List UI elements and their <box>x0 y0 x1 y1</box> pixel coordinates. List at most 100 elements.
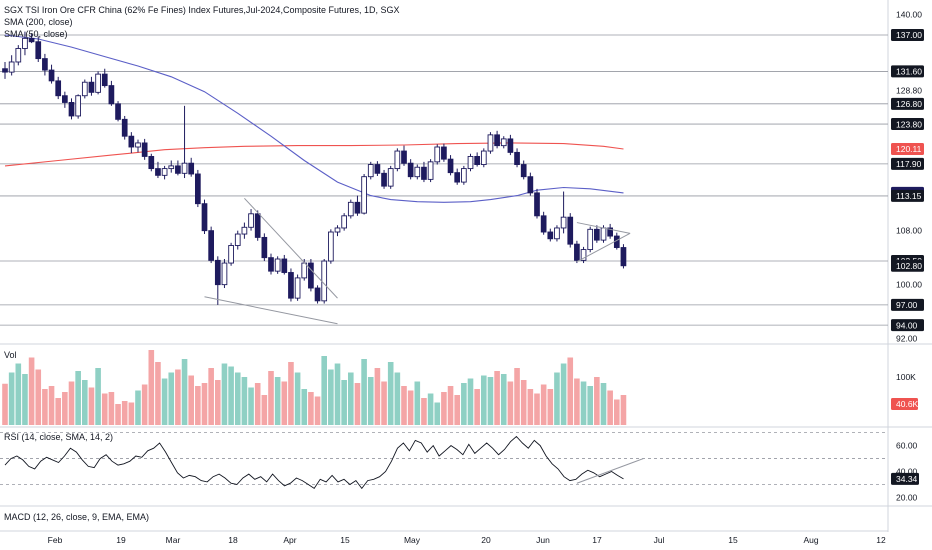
sma50-path <box>4 34 624 203</box>
volume-tick-label: 100K <box>896 372 916 382</box>
volume-bar <box>8 372 15 425</box>
volume-bar <box>195 386 201 425</box>
candle-down <box>68 102 75 117</box>
candle-up <box>387 168 394 187</box>
candle-down <box>214 259 221 286</box>
volume-bar <box>188 375 194 425</box>
volume-bar <box>42 389 48 425</box>
candle-down <box>540 215 547 233</box>
price-tag <box>891 28 924 41</box>
volume-bar <box>95 368 101 425</box>
candle-up <box>8 61 15 73</box>
volume-bar <box>141 384 148 425</box>
candle-up <box>15 48 22 63</box>
volume-bar <box>175 369 181 425</box>
candle-down <box>141 142 148 157</box>
candle-down <box>474 155 481 165</box>
candle-up <box>228 245 234 264</box>
candle-up <box>321 260 328 302</box>
volume-bar <box>394 372 401 425</box>
sma200-legend[interactable]: SMA (200, close) <box>4 17 73 27</box>
volume-bar <box>427 393 434 425</box>
volume-bar <box>328 369 334 425</box>
volume-bar <box>128 402 135 425</box>
sma50-legend[interactable]: SMA (50, close) <box>4 29 68 39</box>
price-tag-label: 123.80 <box>896 119 922 129</box>
price-tag <box>891 189 924 202</box>
volume-bar <box>520 380 527 425</box>
volume-bar <box>274 377 281 425</box>
candle-up <box>367 164 374 178</box>
trendlines[interactable] <box>204 197 631 325</box>
candle-up <box>328 231 334 262</box>
volume-bar <box>35 369 42 425</box>
candle-down <box>407 162 414 178</box>
candle-up <box>22 37 28 49</box>
candle-down <box>507 138 514 153</box>
rsi-legend[interactable]: RSI (14, close, SMA, 14, 2) <box>4 432 114 442</box>
volume-bar <box>22 374 28 425</box>
volume-bar <box>481 375 487 425</box>
sma200-path <box>4 142 624 167</box>
candle-down <box>175 165 181 174</box>
candle-down <box>268 257 274 272</box>
volume-bar <box>254 383 261 425</box>
volume-bar <box>494 371 500 425</box>
time-axis[interactable]: Feb 19 Mar 18 Apr 15 May 20 Jun 17 Jul 15 Aug 12 <box>48 535 886 545</box>
volume-bar <box>547 389 554 425</box>
price-tag-label: 117.90 <box>896 159 922 169</box>
price-tick-label: 108.00 <box>896 226 922 236</box>
candle-down <box>401 150 407 164</box>
volume-bars <box>2 350 627 425</box>
candle-up <box>580 249 587 261</box>
candle-up <box>161 168 168 176</box>
candle-up <box>500 138 507 147</box>
volume-bar <box>461 383 467 425</box>
volume-bar <box>62 392 68 425</box>
candle-down <box>115 103 121 120</box>
time-tick-label: 15 <box>728 535 738 545</box>
candle-down <box>55 80 62 97</box>
price-tag <box>891 65 924 78</box>
trendline <box>576 232 631 263</box>
candle-down <box>288 272 294 299</box>
candle-down <box>208 230 215 261</box>
candle-up <box>554 227 560 240</box>
volume-bar <box>514 368 520 425</box>
price-tag-label: 137.00 <box>896 30 922 40</box>
candle-up <box>361 176 367 214</box>
volume-bar <box>82 380 88 425</box>
volume-bar <box>301 389 308 425</box>
candle-down <box>48 69 55 82</box>
candle-up <box>181 162 188 174</box>
volume-bar <box>248 387 254 425</box>
volume-bar <box>567 357 574 425</box>
candle-up <box>248 213 254 228</box>
price-axis[interactable]: 140.00 128.80 108.00 100.00 92.00 137.00 131.6… <box>891 10 924 503</box>
price-tick-label: 100.00 <box>896 280 922 290</box>
volume-label: Vol <box>4 350 17 360</box>
volume-bar <box>381 381 387 425</box>
candle-up <box>341 215 348 229</box>
candle-down <box>201 203 208 232</box>
volume-bar <box>215 380 221 425</box>
volume-bar <box>580 381 587 425</box>
candle-down <box>254 213 261 238</box>
macd-legend[interactable]: MACD (12, 26, close, 9, EMA, EMA) <box>4 512 150 522</box>
candle-up <box>75 95 82 117</box>
horizontal-levels[interactable] <box>0 34 888 326</box>
volume-bar <box>540 384 547 425</box>
candle-up <box>600 227 607 241</box>
volume-bar <box>28 357 35 425</box>
candle-down <box>421 166 427 180</box>
candle-down <box>155 168 161 176</box>
candle-down <box>42 58 48 71</box>
volume-bar <box>168 372 175 425</box>
price-tag <box>891 259 924 272</box>
time-tick-label: 15 <box>340 535 350 545</box>
volume-bar <box>587 386 593 425</box>
candle-down <box>28 37 35 43</box>
candle-down <box>620 247 627 267</box>
rsi-tick-label: 20.00 <box>896 493 918 503</box>
